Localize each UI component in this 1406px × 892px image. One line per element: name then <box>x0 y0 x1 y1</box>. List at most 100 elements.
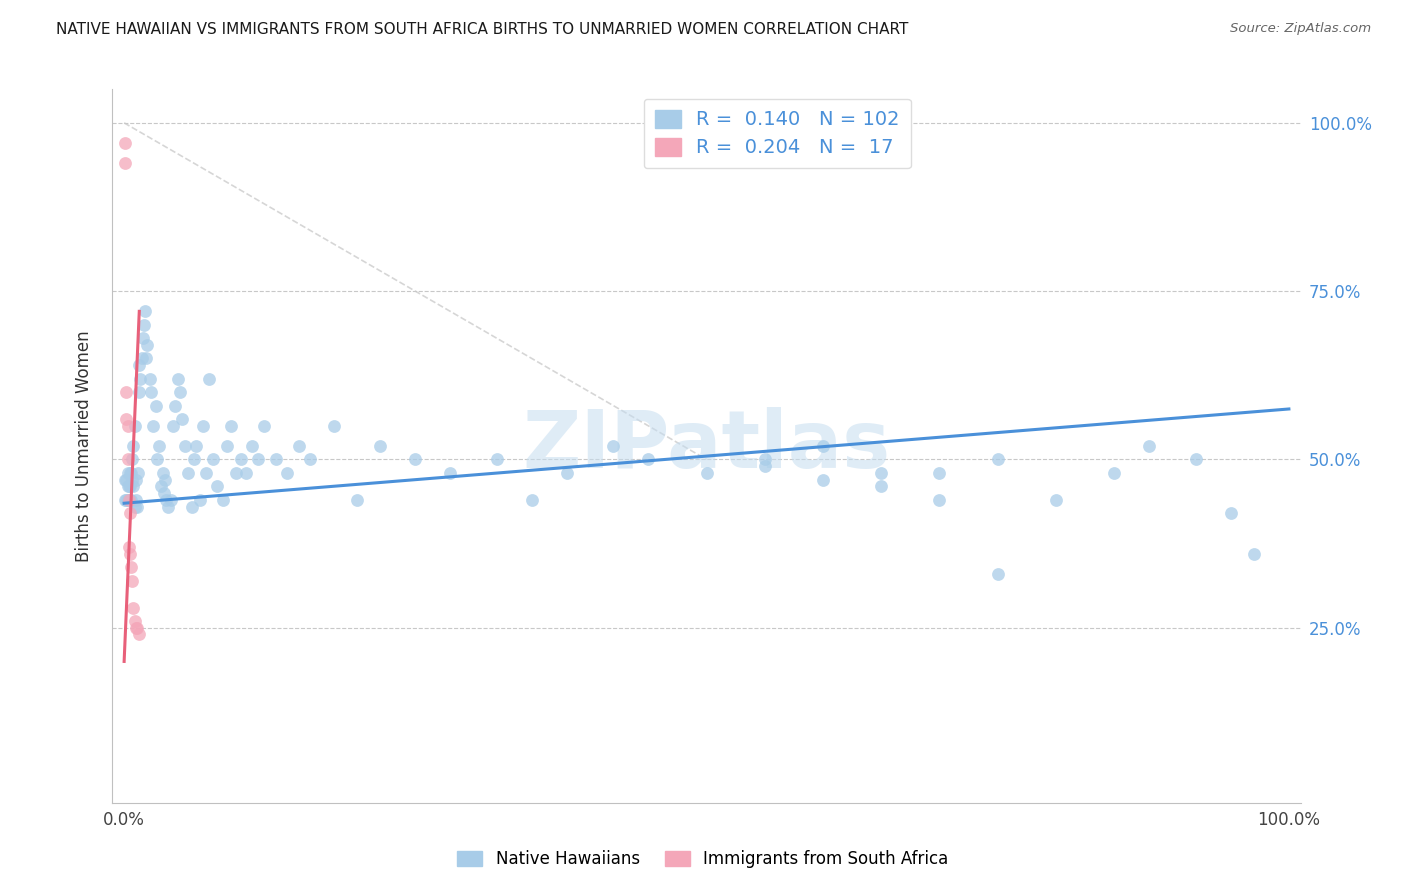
Point <box>1219 506 1241 520</box>
Point <box>207 479 229 493</box>
Point <box>124 614 146 628</box>
Point <box>169 385 191 400</box>
Point <box>128 358 150 372</box>
Point <box>177 466 200 480</box>
Point <box>346 492 368 507</box>
Point <box>172 412 194 426</box>
Point <box>125 621 148 635</box>
Point <box>288 439 311 453</box>
Point <box>117 452 139 467</box>
Point <box>987 452 1010 467</box>
Point <box>247 452 270 467</box>
Point <box>118 540 141 554</box>
Point <box>1184 452 1206 467</box>
Point <box>198 372 221 386</box>
Point <box>125 492 148 507</box>
Point <box>115 385 138 400</box>
Point <box>132 318 155 332</box>
Text: NATIVE HAWAIIAN VS IMMIGRANTS FROM SOUTH AFRICA BIRTHS TO UNMARRIED WOMEN CORREL: NATIVE HAWAIIAN VS IMMIGRANTS FROM SOUTH… <box>56 22 908 37</box>
Point <box>194 466 217 480</box>
Point <box>121 574 143 588</box>
Point <box>166 372 188 386</box>
Point <box>186 439 208 453</box>
Point <box>240 439 263 453</box>
Point <box>120 466 142 480</box>
Point <box>1243 547 1265 561</box>
Point <box>121 473 143 487</box>
Point <box>1137 439 1160 453</box>
Point <box>155 492 177 507</box>
Point <box>152 466 174 480</box>
Point <box>152 486 174 500</box>
Point <box>299 452 322 467</box>
Point <box>1045 492 1067 507</box>
Point <box>134 304 156 318</box>
Point <box>117 479 139 493</box>
Point <box>159 492 181 507</box>
Point <box>219 418 242 433</box>
Point <box>165 399 187 413</box>
Point <box>139 385 162 400</box>
Point <box>117 418 139 433</box>
Point <box>115 473 138 487</box>
Point <box>253 418 276 433</box>
Point <box>225 466 247 480</box>
Point <box>121 452 143 467</box>
Point <box>128 627 150 641</box>
Point <box>264 452 287 467</box>
Point <box>201 452 224 467</box>
Point <box>157 500 180 514</box>
Point <box>696 466 718 480</box>
Point <box>602 439 624 453</box>
Text: Source: ZipAtlas.com: Source: ZipAtlas.com <box>1230 22 1371 36</box>
Point <box>215 439 238 453</box>
Text: ZIPatlas: ZIPatlas <box>523 407 890 485</box>
Point <box>145 399 167 413</box>
Point <box>173 439 195 453</box>
Point <box>183 452 205 467</box>
Point <box>370 439 392 453</box>
Point <box>117 466 139 480</box>
Point <box>870 466 893 480</box>
Point <box>520 492 543 507</box>
Point <box>120 560 142 574</box>
Point <box>162 418 184 433</box>
Point <box>439 466 461 480</box>
Point <box>118 466 141 480</box>
Point <box>928 466 950 480</box>
Point <box>118 492 141 507</box>
Point <box>276 466 298 480</box>
Point <box>122 479 145 493</box>
Point <box>193 418 215 433</box>
Point <box>150 479 173 493</box>
Point <box>114 156 136 170</box>
Point <box>1102 466 1125 480</box>
Point <box>153 473 176 487</box>
Point <box>114 473 136 487</box>
Point <box>811 439 834 453</box>
Point <box>145 452 167 467</box>
Point <box>114 136 136 150</box>
Point <box>404 452 426 467</box>
Point <box>118 479 141 493</box>
Point <box>322 418 344 433</box>
Point <box>117 492 139 507</box>
Point <box>125 473 148 487</box>
Point <box>124 500 146 514</box>
Y-axis label: Births to Unmarried Women: Births to Unmarried Women <box>75 330 93 562</box>
Point <box>136 338 159 352</box>
Point <box>637 452 659 467</box>
Point <box>229 452 252 467</box>
Point <box>235 466 257 480</box>
Point <box>928 492 950 507</box>
Point <box>128 385 150 400</box>
Point <box>124 418 146 433</box>
Point <box>114 492 136 507</box>
Point <box>180 500 202 514</box>
Point <box>555 466 578 480</box>
Point <box>129 372 152 386</box>
Point <box>122 600 145 615</box>
Point <box>118 492 141 507</box>
Point <box>118 479 141 493</box>
Point <box>987 566 1010 581</box>
